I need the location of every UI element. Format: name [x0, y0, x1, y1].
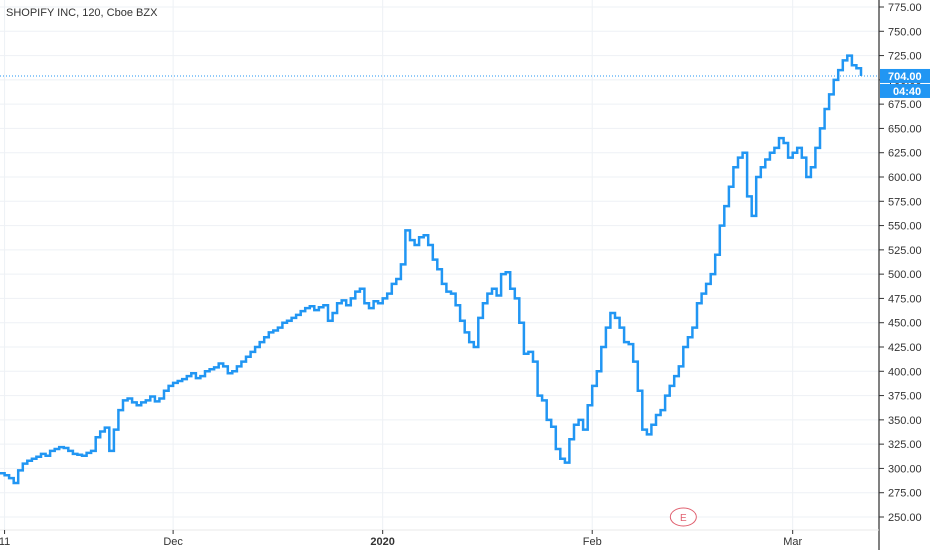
- chart-title: SHOPIFY INC, 120, Cboe BZX: [6, 7, 158, 19]
- last-price-badge: 704.00 04:40: [880, 68, 930, 98]
- y-tick-label: 400.00: [888, 366, 922, 378]
- y-tick-label: 425.00: [888, 342, 922, 354]
- x-tick-label: Feb: [583, 536, 602, 548]
- y-tick-label: 675.00: [888, 99, 922, 111]
- y-tick-label: 525.00: [888, 245, 922, 257]
- price-series-line: [0, 54, 863, 485]
- earnings-marker-label: E: [680, 513, 687, 524]
- y-tick-label: 300.00: [888, 463, 922, 475]
- y-tick-label: 550.00: [888, 221, 922, 233]
- series-layer: [0, 54, 863, 485]
- price-axis[interactable]: 250.00 275.00 300.00 325.00 350.00 375.00 400.…: [879, 2, 922, 524]
- y-tick-label: 600.00: [888, 172, 922, 184]
- countdown-badge-bg: [880, 83, 930, 98]
- last-price-badge-bg: [880, 68, 930, 83]
- y-tick-label: 350.00: [888, 415, 922, 427]
- y-tick-label: 650.00: [888, 123, 922, 135]
- x-tick-label: Dec: [163, 536, 183, 548]
- time-axis[interactable]: 11Dec2020FebMarAprMay: [0, 530, 932, 548]
- earnings-markers: EE: [669, 507, 697, 527]
- y-tick-label: 250.00: [888, 512, 922, 524]
- x-tick-label: Mar: [783, 536, 802, 548]
- x-tick-label: 11: [0, 536, 10, 548]
- y-tick-label: 725.00: [888, 51, 922, 63]
- y-tick-label: 775.00: [888, 2, 922, 14]
- y-tick-label: 575.00: [888, 196, 922, 208]
- x-tick-label: 2020: [370, 536, 394, 548]
- last-price-label: 704.00: [888, 71, 922, 83]
- earnings-marker-icon[interactable]: [669, 507, 697, 527]
- y-tick-label: 625.00: [888, 148, 922, 160]
- y-tick-label: 475.00: [888, 293, 922, 305]
- y-tick-label: 450.00: [888, 318, 922, 330]
- y-tick-label: 325.00: [888, 439, 922, 451]
- y-tick-label: 275.00: [888, 488, 922, 500]
- countdown-label: 04:40: [893, 86, 921, 98]
- y-tick-label: 750.00: [888, 26, 922, 38]
- y-tick-label: 375.00: [888, 391, 922, 403]
- grid-lines: [0, 0, 879, 530]
- y-tick-label: 500.00: [888, 269, 922, 281]
